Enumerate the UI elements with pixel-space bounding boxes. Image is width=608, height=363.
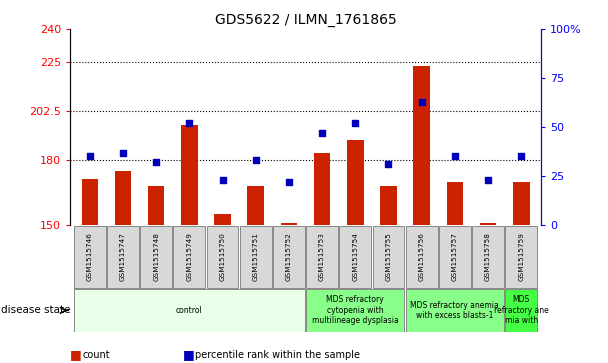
Bar [314,153,330,225]
Bar [81,179,98,225]
Bar [513,182,530,225]
Point [516,154,526,159]
Text: GSM1515757: GSM1515757 [452,232,458,281]
FancyBboxPatch shape [107,226,139,288]
Bar [413,66,430,225]
FancyBboxPatch shape [173,226,206,288]
Text: GSM1515754: GSM1515754 [352,232,358,281]
FancyBboxPatch shape [373,226,404,288]
Point [450,154,460,159]
Bar [115,171,131,225]
FancyBboxPatch shape [140,226,172,288]
Point [218,177,227,183]
Bar [181,125,198,225]
FancyBboxPatch shape [306,226,338,288]
FancyBboxPatch shape [505,289,537,332]
Bar [446,182,463,225]
Point [151,159,161,165]
Text: disease state: disease state [1,305,71,315]
Text: GSM1515751: GSM1515751 [253,232,259,281]
Point [417,99,427,105]
FancyBboxPatch shape [273,226,305,288]
Bar [214,214,231,225]
FancyBboxPatch shape [406,289,504,332]
Point [251,158,261,163]
Point [118,150,128,155]
Text: MDS
refractory ane
mia with: MDS refractory ane mia with [494,295,548,325]
Bar [281,223,297,225]
FancyBboxPatch shape [439,226,471,288]
Text: control: control [176,306,202,315]
Text: percentile rank within the sample: percentile rank within the sample [195,350,359,360]
FancyBboxPatch shape [306,289,404,332]
Text: MDS refractory anemia
with excess blasts-1: MDS refractory anemia with excess blasts… [410,301,499,320]
Bar [347,140,364,225]
Text: ■: ■ [182,348,194,362]
Text: GSM1515748: GSM1515748 [153,232,159,281]
Point [184,120,194,126]
Title: GDS5622 / ILMN_1761865: GDS5622 / ILMN_1761865 [215,13,396,26]
Point [350,120,360,126]
Text: GSM1515752: GSM1515752 [286,232,292,281]
Text: GSM1515750: GSM1515750 [219,232,226,281]
FancyBboxPatch shape [74,289,305,332]
Bar [247,186,264,225]
FancyBboxPatch shape [207,226,238,288]
FancyBboxPatch shape [406,226,438,288]
Point [384,162,393,167]
Point [483,177,493,183]
Bar [380,186,397,225]
FancyBboxPatch shape [472,226,504,288]
Point [284,179,294,185]
Text: GSM1515746: GSM1515746 [87,232,93,281]
FancyBboxPatch shape [74,226,106,288]
FancyBboxPatch shape [339,226,371,288]
Text: GSM1515749: GSM1515749 [187,232,192,281]
Text: count: count [82,350,109,360]
Text: ■: ■ [70,348,81,362]
Bar [480,223,496,225]
Text: GSM1515755: GSM1515755 [385,232,392,281]
Text: GSM1515759: GSM1515759 [518,232,524,281]
Text: MDS refractory
cytopenia with
multilineage dysplasia: MDS refractory cytopenia with multilinea… [312,295,399,325]
Bar [148,186,165,225]
Text: GSM1515758: GSM1515758 [485,232,491,281]
Text: GSM1515753: GSM1515753 [319,232,325,281]
FancyBboxPatch shape [505,226,537,288]
Point [317,130,327,136]
Text: GSM1515756: GSM1515756 [419,232,424,281]
FancyBboxPatch shape [240,226,272,288]
Point [85,154,95,159]
Text: GSM1515747: GSM1515747 [120,232,126,281]
